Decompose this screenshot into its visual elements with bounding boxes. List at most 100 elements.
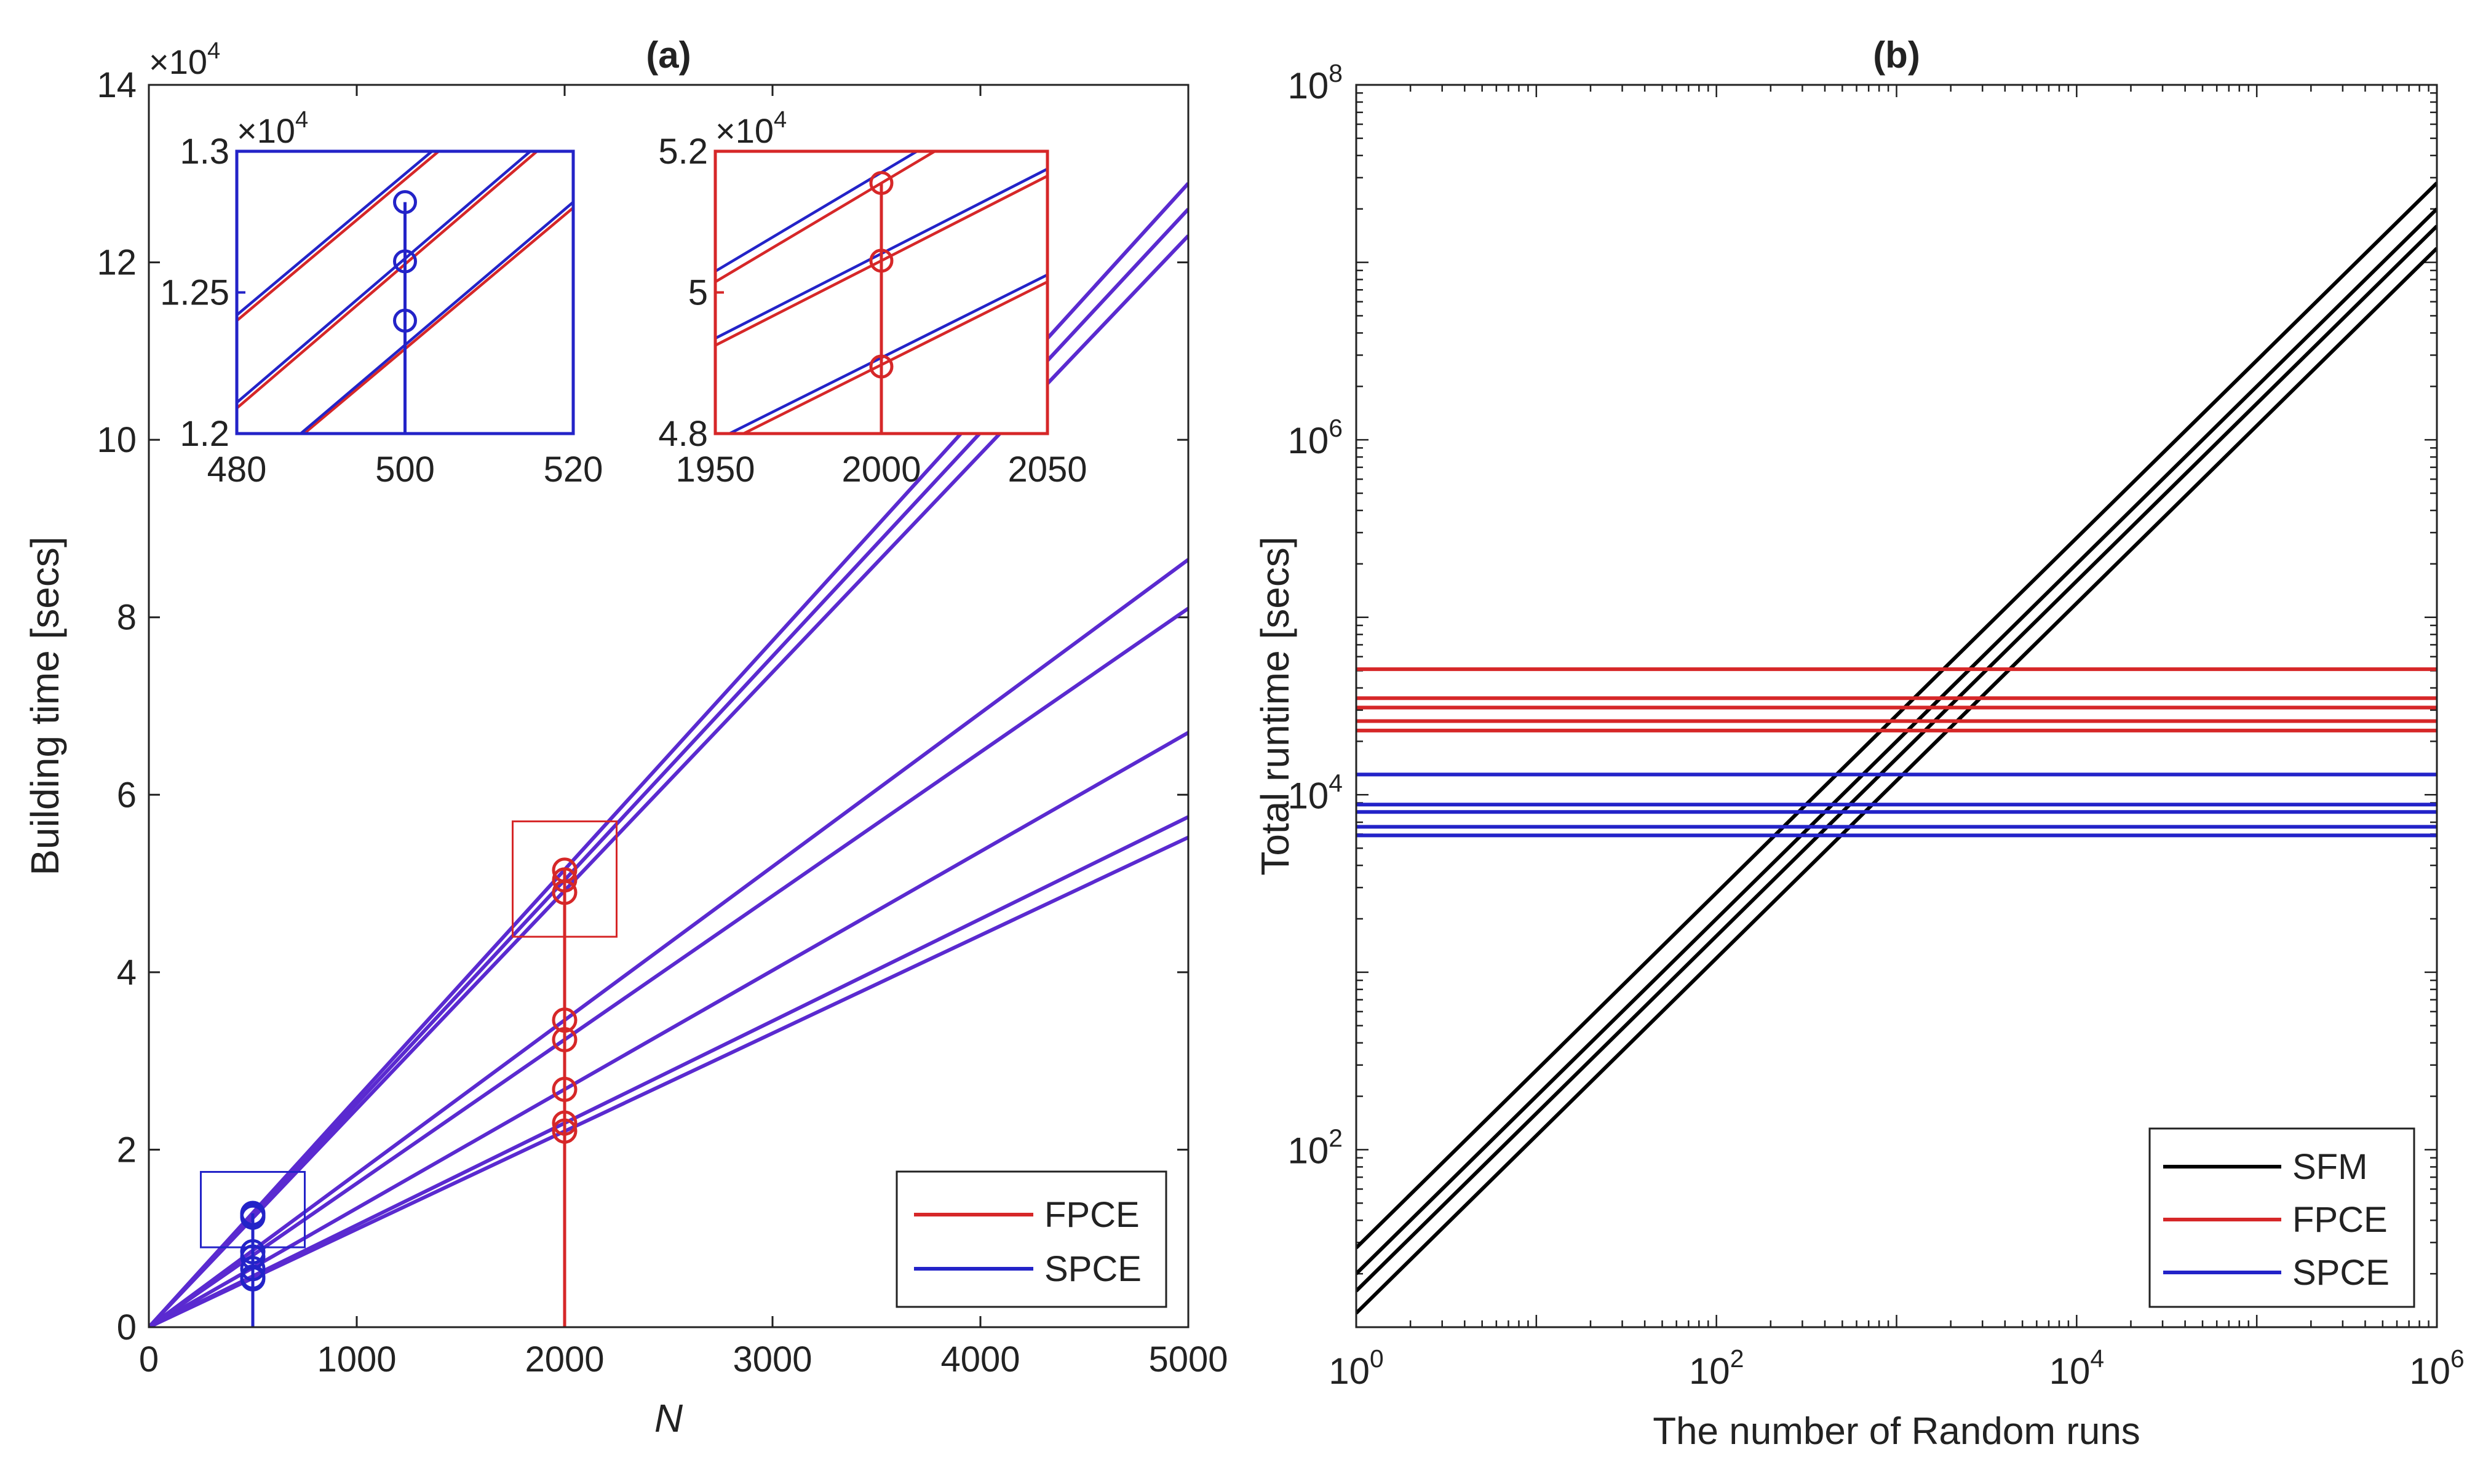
x-tick-label-b: 106 — [2409, 1344, 2464, 1392]
y-tick-label: 2 — [117, 1130, 137, 1170]
fpce-marker — [552, 879, 578, 905]
inset-2-marker — [869, 171, 894, 196]
series-line-5 — [149, 606, 1188, 1327]
inset-y-tick-label: 1.3 — [180, 132, 229, 172]
y-tick-label-b: 106 — [1288, 414, 1343, 461]
y-tick-label-b-exp: 4 — [1329, 769, 1343, 797]
inset-1-marker — [393, 249, 417, 274]
legend-a-box — [896, 1170, 1167, 1308]
y-exponent-label: ×104 — [149, 38, 220, 81]
series-line-4 — [149, 558, 1188, 1327]
x-tick-label: 4000 — [940, 1339, 1020, 1379]
inset-y-tick-label: 1.2 — [180, 414, 229, 454]
x-tick-label-b: 102 — [1689, 1344, 1744, 1392]
fpce-marker — [552, 1118, 578, 1144]
x-tick-label-b-base: 10 — [2409, 1351, 2450, 1392]
inset-x-tick-label: 2050 — [1007, 450, 1087, 490]
y-tick-label-b-exp: 8 — [1329, 59, 1343, 87]
inset-1-marker — [393, 308, 417, 333]
inset-2-marker — [869, 248, 894, 273]
fpce-marker — [552, 1110, 578, 1136]
y-tick-label-b-base: 10 — [1288, 65, 1329, 106]
legend-a-label: FPCE — [1044, 1195, 1140, 1235]
x-tick-label-b-exp: 2 — [1730, 1344, 1744, 1373]
spce-marker — [240, 1204, 266, 1230]
y-tick-label-b-exp: 6 — [1329, 414, 1343, 442]
x-tick-label: 1000 — [317, 1339, 396, 1379]
y-axis-label-a: Building time [secs] — [23, 536, 67, 875]
y-tick-label: 14 — [97, 65, 137, 105]
y-exponent-label-base: ×10 — [149, 42, 207, 81]
x-axis-label-a: N — [654, 1396, 683, 1440]
axes-box-a — [148, 84, 1190, 1328]
series-line-6 — [149, 731, 1188, 1327]
inset-1-line — [237, 151, 441, 322]
inset-x-tick-label: 2000 — [841, 450, 921, 490]
x-tick-label: 3000 — [733, 1339, 812, 1379]
x-tick-label-b-exp: 0 — [1370, 1344, 1384, 1373]
inset-1-marker — [393, 190, 417, 215]
panel-title-a: (a) — [646, 34, 691, 76]
x-tick-label-b-exp: 4 — [2090, 1344, 2104, 1373]
y-axis-label-b: Total runtime [secs] — [1253, 536, 1297, 875]
x-tick-label-b-base: 10 — [1689, 1351, 1730, 1392]
inset-1-line — [300, 200, 573, 434]
legend-a-label: SPCE — [1044, 1249, 1142, 1289]
y-tick-label: 8 — [117, 598, 137, 638]
x-tick-label-b-base: 10 — [2049, 1351, 2091, 1392]
inset-1-exponent-label-base: ×10 — [237, 111, 295, 150]
inset-2-marker — [869, 354, 894, 379]
inset-x-tick-label: 520 — [544, 450, 603, 490]
legend-b-label: FPCE — [2292, 1200, 2388, 1240]
inset-1-line — [303, 207, 573, 434]
x-tick-label-b: 100 — [1329, 1344, 1383, 1392]
y-tick-label-b-base: 10 — [1288, 420, 1329, 461]
inset-2-exponent-label-exp: 4 — [774, 107, 787, 133]
inset-2-exponent-label-base: ×10 — [715, 111, 774, 150]
x-tick-label: 0 — [139, 1339, 159, 1379]
series-line-7 — [149, 815, 1188, 1327]
y-tick-label-b-exp: 2 — [1329, 1124, 1343, 1152]
y-tick-label-b: 104 — [1288, 769, 1343, 816]
fpce-marker — [552, 1007, 578, 1033]
fpce-marker — [552, 867, 578, 893]
x-tick-label-b: 104 — [2049, 1344, 2104, 1392]
inset-2: 1950 2000 2050 4.8 5 5.2×104 — [658, 107, 1087, 490]
legend-a: FPCE SPCE — [896, 1170, 1167, 1308]
inset-y-tick-label: 5.2 — [658, 132, 708, 172]
y-tick-label: 6 — [117, 775, 137, 815]
y-tick-label-b: 102 — [1288, 1124, 1343, 1171]
spce-marker — [240, 1256, 266, 1282]
inset-1: 480 500 520 1.2 1.25 1.3×104 — [160, 107, 603, 490]
panel-title-b: (b) — [1873, 34, 1920, 76]
legend-b: SFM FPCE SPCE — [2148, 1127, 2415, 1308]
inset-y-tick-label: 4.8 — [658, 414, 708, 454]
inset-x-tick-label: 480 — [207, 450, 267, 490]
x-tick-label: 5000 — [1148, 1339, 1228, 1379]
zoom-box-2 — [512, 820, 618, 938]
y-tick-label: 4 — [117, 953, 137, 993]
y-tick-label-b-base: 10 — [1288, 1130, 1329, 1171]
series-group — [149, 182, 1188, 1327]
fpce-marker — [552, 1076, 578, 1102]
series-line-8 — [149, 835, 1188, 1327]
x-tick-label: 2000 — [525, 1339, 604, 1379]
zoom-box-1 — [200, 1171, 306, 1248]
inset-y-tick-label: 5 — [688, 273, 708, 313]
series-group-b — [1356, 181, 2437, 1315]
series-line-sfm-4 — [1356, 247, 2437, 1315]
spce-marker — [240, 1266, 266, 1292]
inset-x-tick-label: 1950 — [675, 450, 755, 490]
legend-b-label: SFM — [2292, 1147, 2367, 1187]
y-exponent-label-exp: 4 — [207, 38, 220, 64]
y-tick-label-b-base: 10 — [1288, 775, 1329, 816]
y-tick-label-b: 108 — [1288, 59, 1343, 106]
inset-1-exponent-label-exp: 4 — [295, 107, 308, 133]
legend-b-label: SPCE — [2292, 1253, 2390, 1293]
x-tick-label-b-base: 10 — [1329, 1351, 1370, 1392]
fpce-marker — [552, 1027, 578, 1053]
y-tick-label: 12 — [97, 243, 137, 283]
